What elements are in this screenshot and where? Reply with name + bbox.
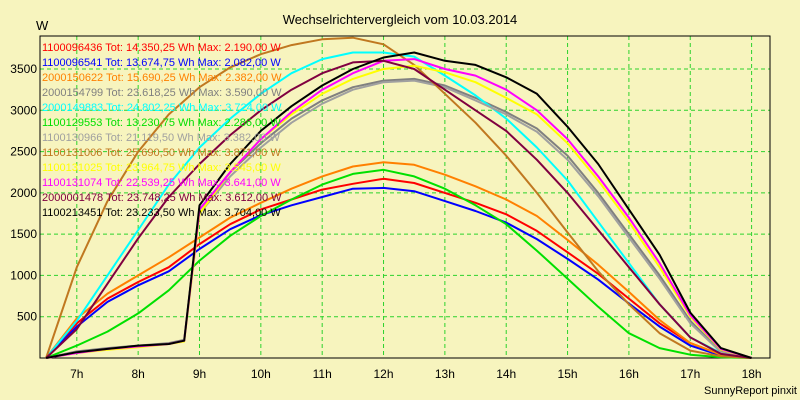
- x-tick-label: 13h: [435, 367, 455, 381]
- series-lines: [45, 36, 752, 359]
- legend-entry: 2000154799 Tot: 23.618,25 Wh Max: 3.590,…: [42, 87, 282, 99]
- series-line-2: [45, 186, 752, 359]
- legend-entry: 1100130966 Tot: 21.119,50 Wh Max: 3.382,…: [42, 132, 281, 144]
- x-tick-label: 7h: [70, 367, 83, 381]
- legend-entry: 1100131074 Tot: 22.539,25 Wh Max: 3.641,…: [42, 177, 281, 189]
- plot-area-border: [39, 35, 771, 359]
- y-tick-labels: 500 1000 1500 2000 2500 3000 3500: [10, 62, 37, 324]
- x-tick-label: 18h: [742, 367, 762, 381]
- x-tick-label: 15h: [558, 367, 578, 381]
- legend-entry: 1100096541 Tot: 13.674,75 Wh Max: 2.082,…: [42, 57, 281, 69]
- footer-credit: SunnyReport pinxit: [704, 385, 797, 397]
- x-tick-label: 8h: [131, 367, 144, 381]
- series-line-11: [45, 59, 752, 359]
- grid-lines: [40, 36, 770, 358]
- x-tick-label: 17h: [680, 367, 700, 381]
- x-tick-label: 16h: [619, 367, 639, 381]
- y-tick-label: 1000: [10, 268, 37, 282]
- series-line-1: [45, 177, 752, 359]
- series-line-12: [45, 51, 752, 359]
- y-tick-label: 2500: [10, 145, 37, 159]
- legend-entry: 2000150622 Tot: 15.690,25 Wh Max: 2.382,…: [42, 72, 282, 84]
- legend: 1100096436 Tot: 14.350,25 Wh Max: 2.190,…: [42, 42, 282, 219]
- y-tick-label: 2000: [10, 186, 37, 200]
- axes: [39, 35, 771, 359]
- y-tick-label: 3000: [10, 103, 37, 117]
- legend-entry: 1100131025 Tot: 23.964,75 Wh Max: 3.545,…: [42, 162, 281, 174]
- legend-entry: 1100131006 Tot: 25.690,50 Wh Max: 3.871,…: [42, 147, 281, 159]
- y-tick-label: 500: [17, 310, 37, 324]
- series-line-6: [45, 168, 752, 359]
- series-line-3: [45, 161, 752, 359]
- legend-entry: 2000149883 Tot: 24.802,25 Wh Max: 3.724,…: [42, 102, 282, 114]
- legend-entry: 1100213451 Tot: 23.233,50 Wh Max: 3.704,…: [42, 207, 281, 219]
- x-tick-labels: 7h 8h 9h 10h 11h 12h 13h 14h 15h 16h 17h 18h: [70, 367, 761, 381]
- legend-entry: 2000001478 Tot: 23.748,25 Wh Max: 3.612,…: [42, 192, 282, 204]
- x-tick-label: 14h: [496, 367, 516, 381]
- y-axis-label: W: [36, 18, 49, 33]
- legend-entry: 1100129553 Tot: 13.230,75 Wh Max: 2.286,…: [42, 117, 281, 129]
- y-tick-label: 3500: [10, 62, 37, 76]
- legend-entry: 1100096436 Tot: 14.350,25 Wh Max: 2.190,…: [42, 42, 281, 54]
- x-tick-label: 10h: [251, 367, 271, 381]
- y-tick-label: 1500: [10, 227, 37, 241]
- x-tick-label: 9h: [193, 367, 206, 381]
- x-tick-label: 11h: [313, 367, 332, 381]
- x-tick-label: 12h: [374, 367, 394, 381]
- chart-title: Wechselrichtervergleich vom 10.03.2014: [283, 12, 518, 27]
